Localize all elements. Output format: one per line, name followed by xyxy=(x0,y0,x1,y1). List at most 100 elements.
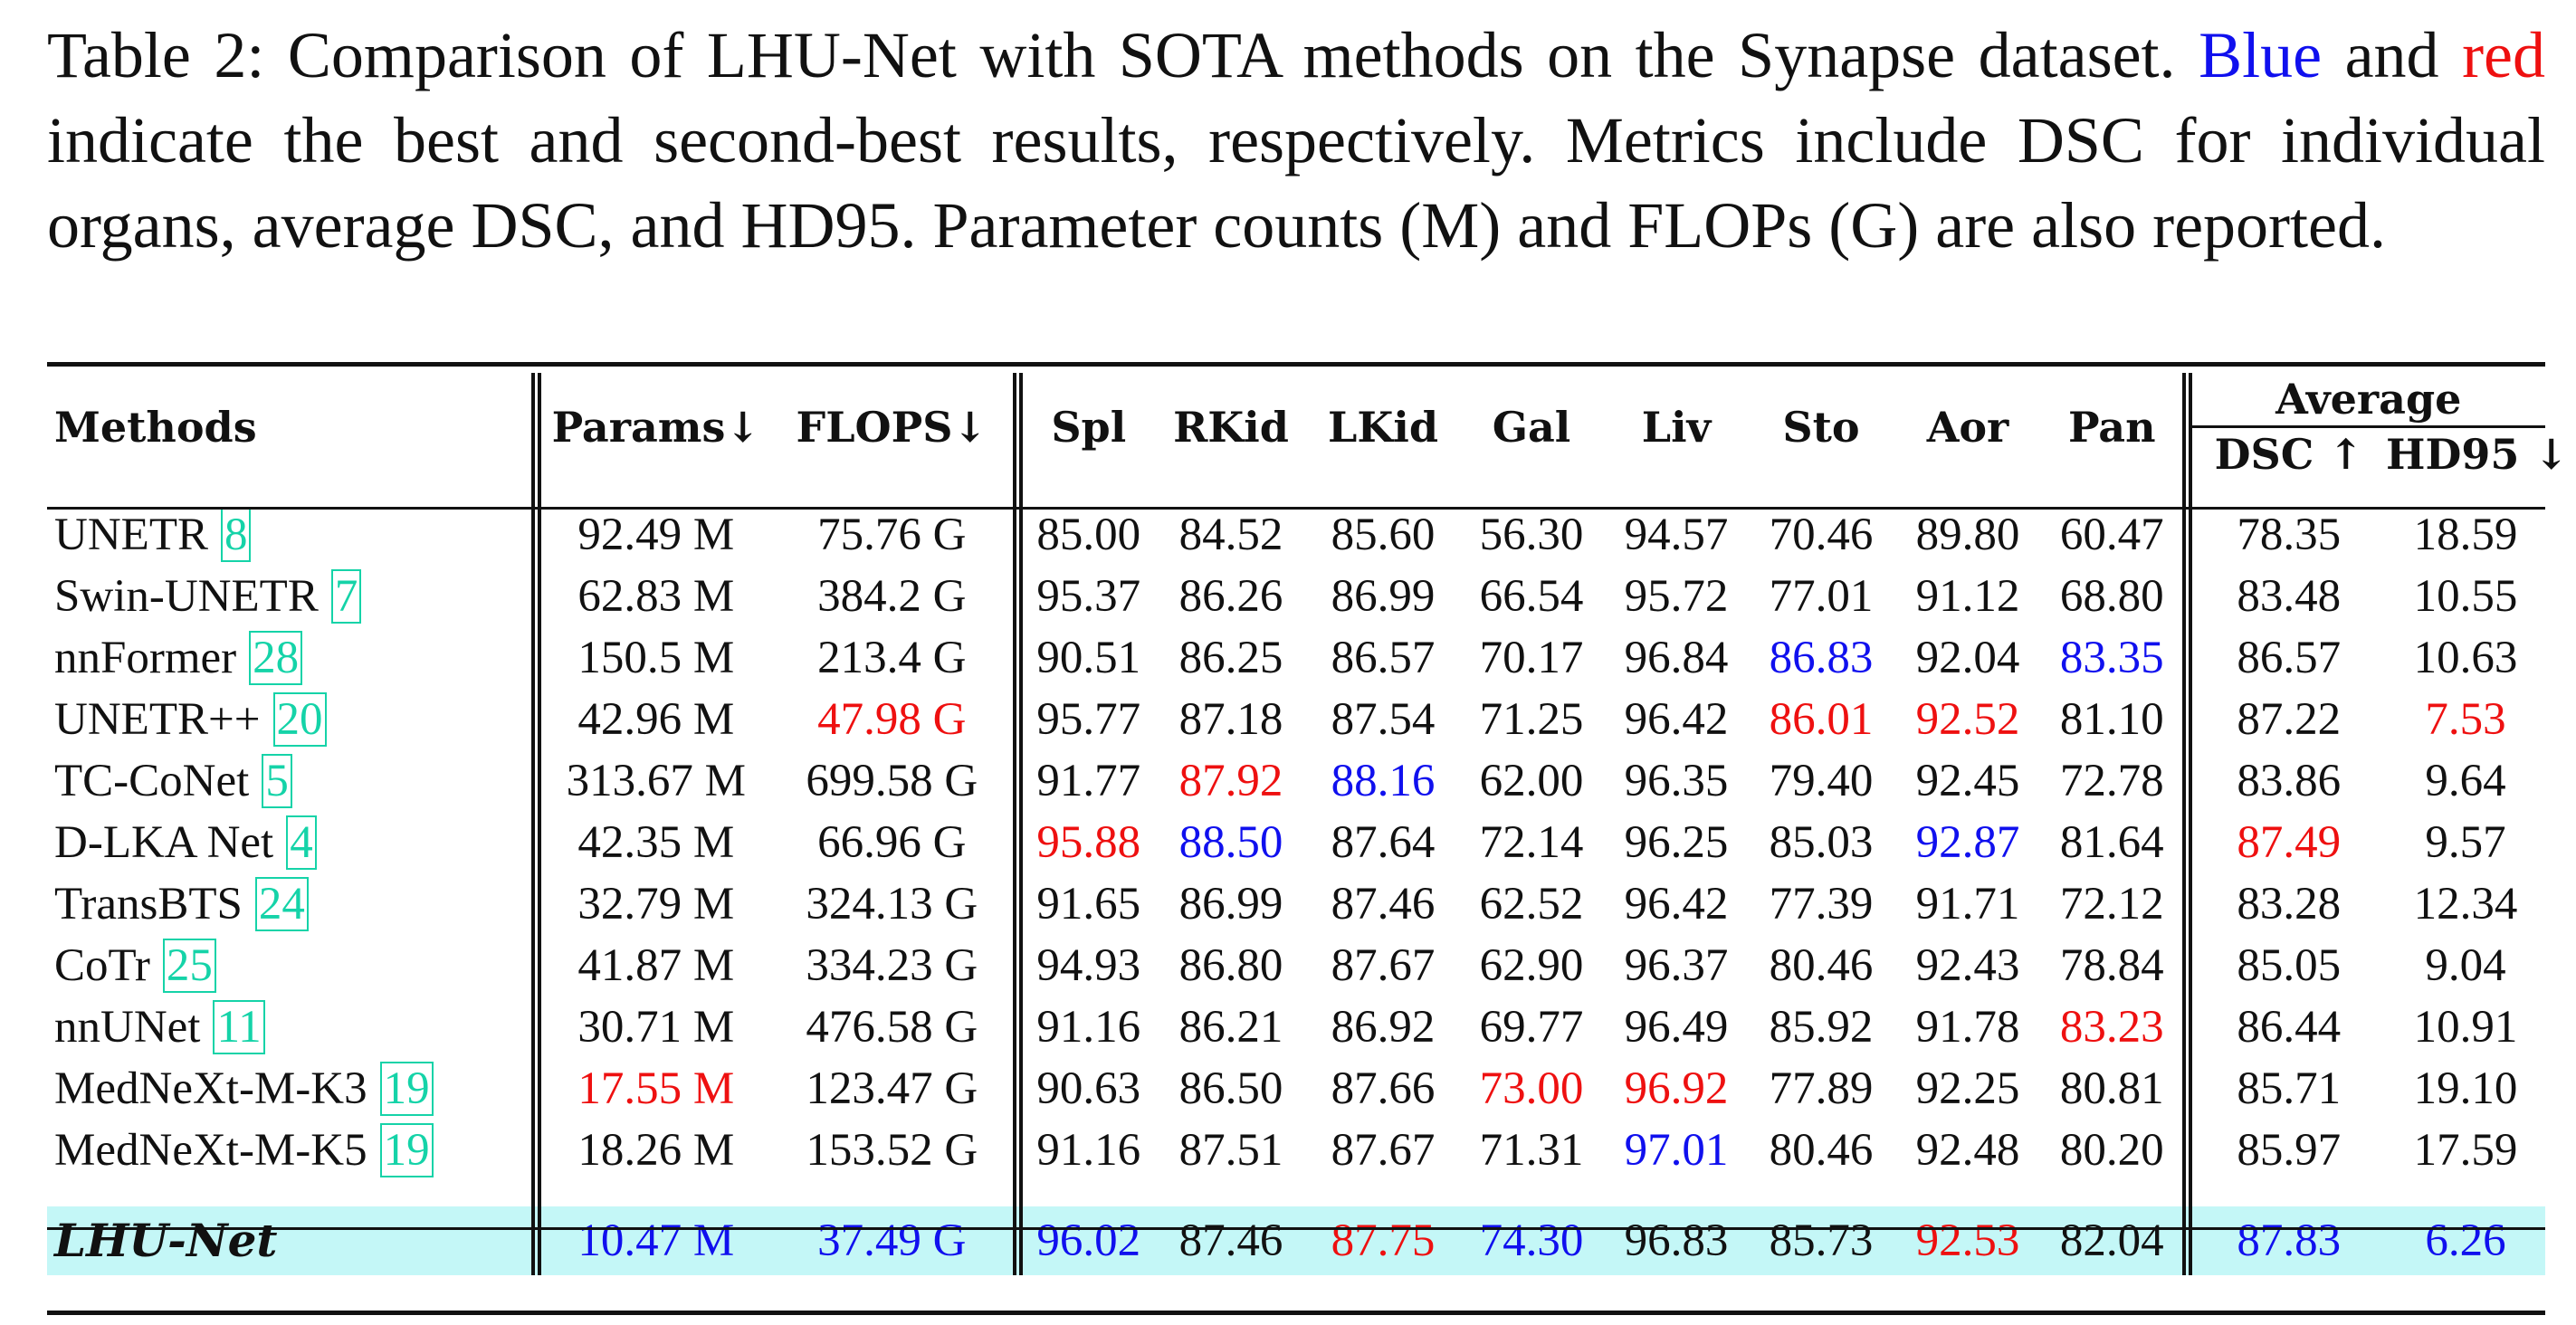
params-cell: 10.47 M xyxy=(530,1206,771,1275)
organ-dsc-cell: 91.16 xyxy=(1012,996,1155,1058)
hd95-cell: 19.10 xyxy=(2413,1063,2518,1114)
organ-dsc-cell: 92.43 xyxy=(1915,940,2020,991)
method-name: nnFormer xyxy=(54,633,237,683)
organ-dsc-cell: 80.46 xyxy=(1769,1125,1874,1176)
hd95-cell: 9.64 xyxy=(2425,756,2506,806)
citation-link[interactable]: 8 xyxy=(220,508,252,562)
citation-link[interactable]: 20 xyxy=(272,692,327,747)
flops-cell: 123.47 G xyxy=(806,1063,978,1114)
organ-dsc-cell: 91.65 xyxy=(1012,873,1155,935)
citation-link[interactable]: 11 xyxy=(213,1000,265,1054)
citation-link[interactable]: 4 xyxy=(286,815,317,870)
organ-dsc-cell: 86.26 xyxy=(1178,571,1283,622)
organ-dsc-cell: 86.99 xyxy=(1178,879,1283,929)
organ-dsc-cell: 91.12 xyxy=(1915,571,2020,622)
organ-dsc-cell: 96.02 xyxy=(1012,1206,1155,1275)
table-row: TransBTS 24 32.79 M 324.13 G 91.65 86.99 87.46… xyxy=(47,873,2545,935)
method-name: CoTr xyxy=(54,940,150,991)
hd95-cell: 10.55 xyxy=(2413,571,2518,622)
params-cell: 42.35 M xyxy=(530,812,771,873)
citation-link[interactable]: 19 xyxy=(379,1062,434,1116)
organ-dsc-cell: 92.87 xyxy=(1915,817,2020,868)
organ-dsc-cell: 72.12 xyxy=(2059,879,2164,929)
organ-dsc-cell: 87.46 xyxy=(1331,879,1436,929)
organ-dsc-cell: 81.64 xyxy=(2059,817,2164,868)
method-name-cell: nnFormer 28 xyxy=(47,627,536,689)
citation-link[interactable]: 7 xyxy=(330,569,362,624)
organ-dsc-cell: 87.46 xyxy=(1155,1206,1307,1275)
flops-cell: 699.58 G xyxy=(806,756,978,806)
organ-dsc-cell: 92.25 xyxy=(1915,1063,2020,1114)
organ-dsc-cell: 80.20 xyxy=(2059,1125,2164,1176)
table-row: UNETR 8 92.49 M 75.76 G 85.00 84.52 85.60 56.30… xyxy=(47,504,2545,566)
organ-dsc-cell: 95.72 xyxy=(1624,571,1729,622)
organ-dsc-cell: 70.17 xyxy=(1479,633,1584,683)
table-row: nnFormer 28 150.5 M 213.4 G 90.51 86.25 86.57 7… xyxy=(47,627,2545,689)
method-name: Swin-UNETR xyxy=(54,571,319,622)
avg-dsc-cell: 83.48 xyxy=(2181,566,2386,627)
table-row: MedNeXt-M-K5 19 18.26 M 153.52 G 91.16 87.51 8… xyxy=(47,1120,2545,1181)
hd95-cell: 6.26 xyxy=(2386,1206,2546,1275)
method-name-cell: CoTr 25 xyxy=(47,935,536,996)
organ-dsc-cell: 60.47 xyxy=(2059,510,2164,560)
organ-dsc-cell: 92.04 xyxy=(1915,633,2020,683)
organ-dsc-cell: 96.25 xyxy=(1624,817,1729,868)
organ-dsc-cell: 73.00 xyxy=(1479,1063,1584,1114)
header-organ: Pan xyxy=(2067,402,2156,452)
organ-dsc-cell: 96.84 xyxy=(1624,633,1729,683)
organ-dsc-cell: 77.89 xyxy=(1769,1063,1874,1114)
method-name-cell: nnUNet 11 xyxy=(47,996,536,1058)
hd95-cell: 10.63 xyxy=(2413,633,2518,683)
organ-dsc-cell: 91.77 xyxy=(1012,750,1155,812)
avg-dsc-cell: 87.49 xyxy=(2181,812,2386,873)
organ-dsc-cell: 86.21 xyxy=(1178,1002,1283,1053)
organ-dsc-cell: 85.73 xyxy=(1749,1206,1894,1275)
organ-dsc-cell: 84.52 xyxy=(1178,510,1283,560)
citation-link[interactable]: 5 xyxy=(262,754,292,808)
citation-link[interactable]: 25 xyxy=(162,939,216,993)
flops-cell: 324.13 G xyxy=(806,879,978,929)
organ-dsc-cell: 77.39 xyxy=(1769,879,1874,929)
organ-dsc-cell: 80.46 xyxy=(1769,940,1874,991)
avg-dsc-cell: 83.28 xyxy=(2181,873,2386,935)
citation-link[interactable]: 24 xyxy=(254,877,309,931)
organ-dsc-cell: 96.37 xyxy=(1624,940,1729,991)
organ-dsc-cell: 86.99 xyxy=(1331,571,1436,622)
organ-dsc-cell: 87.66 xyxy=(1331,1063,1436,1114)
organ-dsc-cell: 87.67 xyxy=(1331,940,1436,991)
caption-blue-word: Blue xyxy=(2199,19,2323,91)
flops-cell: 47.98 G xyxy=(817,694,967,745)
table-row: CoTr 25 41.87 M 334.23 G 94.93 86.80 87.67 62.9… xyxy=(47,935,2545,996)
params-cell: 62.83 M xyxy=(530,566,771,627)
method-name: UNETR++ xyxy=(54,694,261,745)
organ-dsc-cell: 92.48 xyxy=(1915,1125,2020,1176)
citation-link[interactable]: 28 xyxy=(249,631,303,685)
caption-part1: Table 2: Comparison of LHU-Net with SOTA… xyxy=(47,19,2176,91)
organ-dsc-cell: 68.80 xyxy=(2059,571,2164,622)
method-name-cell: D-LKA Net 4 xyxy=(47,812,536,873)
citation-link[interactable]: 19 xyxy=(379,1123,434,1177)
table-caption: Table 2: Comparison of LHU-Net with SOTA… xyxy=(47,13,2545,268)
organ-dsc-cell: 71.31 xyxy=(1479,1125,1584,1176)
header-average: Average xyxy=(2181,373,2546,427)
flops-cell: 75.76 G xyxy=(817,510,967,560)
table-row: nnUNet 11 30.71 M 476.58 G 91.16 86.21 86.92 69… xyxy=(47,996,2545,1058)
header-organ: RKid xyxy=(1173,402,1289,452)
params-cell: 18.26 M xyxy=(530,1120,771,1181)
header-hd95: HD95 ↓ xyxy=(2386,425,2569,481)
organ-dsc-cell: 95.88 xyxy=(1012,812,1155,873)
organ-dsc-cell: 96.49 xyxy=(1624,1002,1729,1053)
params-cell: 17.55 M xyxy=(530,1058,771,1120)
params-cell: 41.87 M xyxy=(530,935,771,996)
hd95-cell: 7.53 xyxy=(2425,694,2506,745)
organ-dsc-cell: 87.51 xyxy=(1178,1125,1283,1176)
avg-dsc-cell: 87.83 xyxy=(2181,1206,2386,1275)
hd95-cell: 17.59 xyxy=(2413,1125,2518,1176)
caption-and-word: and xyxy=(2322,19,2463,91)
header-methods: Methods xyxy=(54,402,257,452)
method-name-cell: LHU-Net xyxy=(47,1206,536,1275)
organ-dsc-cell: 96.42 xyxy=(1624,694,1729,745)
organ-dsc-cell: 71.25 xyxy=(1479,694,1584,745)
table-bottom-rule xyxy=(47,1311,2545,1315)
table-row: MedNeXt-M-K3 19 17.55 M 123.47 G 90.63 86.50 8… xyxy=(47,1058,2545,1120)
